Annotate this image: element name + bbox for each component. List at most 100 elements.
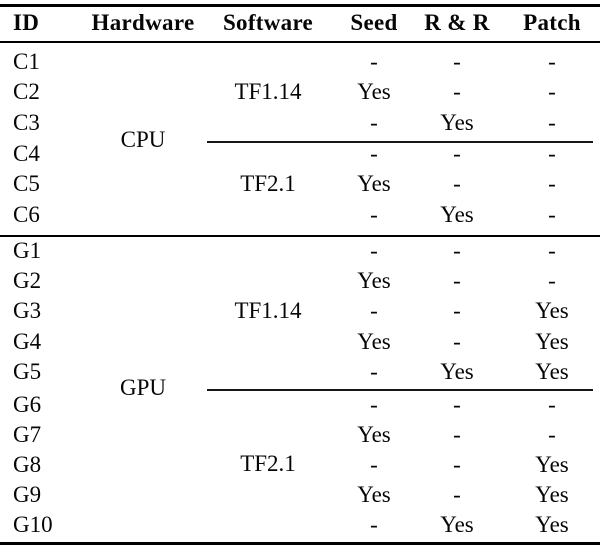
table-row: G7 Yes - - (0, 420, 600, 450)
table-row: G10 - Yes Yes (0, 510, 600, 540)
patch-cell: - (548, 141, 556, 166)
header-patch: Patch (523, 10, 581, 35)
row-id: G5 (13, 359, 42, 384)
row-id: C4 (13, 141, 40, 166)
header-row: ID Hardware Software Seed R & R Patch (0, 8, 600, 38)
table-row: G3 - - Yes (0, 296, 600, 326)
seed-cell: - (370, 238, 378, 263)
table-row: G8 - - Yes (0, 450, 600, 480)
patch-cell: Yes (535, 452, 569, 477)
rr-cell: - (453, 482, 461, 507)
row-id: G3 (13, 298, 42, 323)
row-id: G8 (13, 452, 42, 477)
table-row: C3 - Yes - (0, 108, 600, 138)
patch-cell: Yes (535, 512, 569, 537)
row-id: C3 (13, 110, 40, 135)
patch-cell: - (548, 238, 556, 263)
patch-cell: - (548, 268, 556, 293)
patch-cell: - (548, 110, 556, 135)
rr-cell: - (453, 298, 461, 323)
header-seed: Seed (350, 10, 398, 35)
bottom-rule (0, 542, 600, 545)
patch-cell: - (548, 49, 556, 74)
row-id: G4 (13, 329, 42, 354)
seed-cell: - (370, 452, 378, 477)
rr-cell: Yes (440, 512, 474, 537)
rr-cell: - (453, 329, 461, 354)
hardware-group-cpu: CPU (120, 127, 166, 152)
seed-cell: - (370, 359, 378, 384)
rr-cell: - (453, 392, 461, 417)
software-label-gpu-tf21: TF2.1 (240, 451, 296, 476)
row-id: G10 (13, 512, 53, 537)
rr-cell: - (453, 171, 461, 196)
table-row: G4 Yes - Yes (0, 327, 600, 357)
rr-cell: - (453, 79, 461, 104)
seed-cell: - (370, 512, 378, 537)
seed-cell: - (370, 202, 378, 227)
seed-cell: - (370, 298, 378, 323)
table-row: C5 Yes - - (0, 169, 600, 199)
software-label-cpu-tf21: TF2.1 (240, 171, 296, 196)
row-id: G7 (13, 422, 42, 447)
section-divider (0, 235, 600, 237)
patch-cell: - (548, 422, 556, 447)
seed-cell: Yes (357, 268, 391, 293)
row-id: C5 (13, 171, 40, 196)
seed-cell: Yes (357, 79, 391, 104)
patch-cell: Yes (535, 482, 569, 507)
patch-cell: Yes (535, 298, 569, 323)
rr-cell: Yes (440, 359, 474, 384)
row-id: C1 (13, 49, 40, 74)
patch-cell: - (548, 202, 556, 227)
row-id: G2 (13, 268, 42, 293)
cpu-software-divider (207, 141, 593, 143)
table-row: G1 - - - (0, 236, 600, 266)
gpu-software-divider (207, 389, 593, 391)
seed-cell: - (370, 110, 378, 135)
top-rule (0, 4, 600, 7)
software-label-gpu-tf114: TF1.14 (234, 298, 302, 323)
seed-cell: - (370, 392, 378, 417)
patch-cell: - (548, 171, 556, 196)
rr-cell: - (453, 141, 461, 166)
table-row: G5 - Yes Yes (0, 357, 600, 387)
row-id: G1 (13, 238, 42, 263)
table-row: C4 - - - (0, 139, 600, 169)
rr-cell: - (453, 268, 461, 293)
patch-cell: Yes (535, 329, 569, 354)
hardware-group-gpu: GPU (119, 375, 166, 400)
seed-cell: - (370, 49, 378, 74)
rr-cell: Yes (440, 110, 474, 135)
rr-cell: - (453, 452, 461, 477)
rr-cell: - (453, 238, 461, 263)
row-id: G9 (13, 482, 42, 507)
software-label-cpu-tf114: TF1.14 (234, 79, 302, 104)
table-row: C6 - Yes - (0, 200, 600, 230)
table-row: G6 - - - (0, 390, 600, 420)
row-id: C2 (13, 79, 40, 104)
patch-cell: - (548, 79, 556, 104)
header-rr: R & R (424, 10, 490, 35)
table-row: C2 Yes - - (0, 77, 600, 107)
seed-cell: Yes (357, 422, 391, 447)
row-id: C6 (13, 202, 40, 227)
seed-cell: Yes (357, 171, 391, 196)
patch-cell: Yes (535, 359, 569, 384)
header-rule (0, 41, 600, 43)
table-row: C1 - - - (0, 47, 600, 77)
rr-cell: Yes (440, 202, 474, 227)
table-row: G2 Yes - - (0, 266, 600, 296)
seed-cell: Yes (357, 482, 391, 507)
header-hardware: Hardware (91, 10, 195, 35)
header-software: Software (222, 10, 314, 35)
rr-cell: - (453, 422, 461, 447)
seed-cell: Yes (357, 329, 391, 354)
row-id: G6 (13, 392, 42, 417)
patch-cell: - (548, 392, 556, 417)
seed-cell: - (370, 141, 378, 166)
rr-cell: - (453, 49, 461, 74)
table-row: G9 Yes - Yes (0, 480, 600, 510)
header-id: ID (13, 10, 40, 35)
